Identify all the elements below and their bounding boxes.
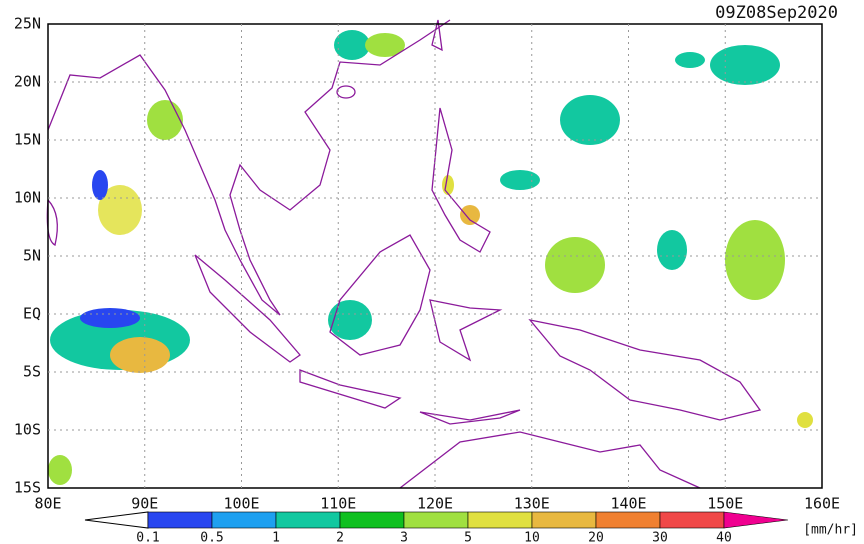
lat-label: 10N — [14, 189, 41, 207]
colorbar-box — [595, 511, 661, 529]
lon-label: 120E — [417, 495, 453, 513]
colorbar-box — [659, 511, 725, 529]
lat-label: 15S — [14, 479, 41, 497]
colorbar-arrow-high — [723, 511, 789, 529]
colorbar-box — [403, 511, 469, 529]
lon-label: 110E — [320, 495, 356, 513]
colorbar-box — [467, 511, 533, 529]
colorbar-label: 1 — [272, 531, 280, 544]
lon-label: 90E — [131, 495, 158, 513]
lon-label: 160E — [804, 495, 840, 513]
lon-label: 140E — [610, 495, 646, 513]
lat-label: 5N — [23, 247, 41, 265]
lat-label: EQ — [23, 305, 41, 323]
lon-label: 80E — [34, 495, 61, 513]
colorbar-box — [211, 511, 277, 529]
colorbar-box — [531, 511, 597, 529]
lon-label: 100E — [223, 495, 259, 513]
lon-label: 130E — [514, 495, 550, 513]
lon-label: 150E — [707, 495, 743, 513]
colorbar-label: 10 — [524, 531, 540, 544]
colorbar-label: 20 — [588, 531, 604, 544]
colorbar-label: 40 — [716, 531, 732, 544]
colorbar-box — [339, 511, 405, 529]
colorbar-label: 30 — [652, 531, 668, 544]
lat-label: 15N — [14, 131, 41, 149]
colorbar-label: 2 — [336, 531, 344, 544]
colorbar-label: 3 — [400, 531, 408, 544]
lat-label: 25N — [14, 15, 41, 33]
rain-patches — [48, 30, 813, 485]
lat-label: 5S — [23, 363, 41, 381]
colorbar-label: 0.5 — [200, 531, 223, 544]
lat-label: 20N — [14, 73, 41, 91]
colorbar-label: 0.1 — [136, 531, 159, 544]
colorbar-box — [147, 511, 213, 529]
lat-label: 10S — [14, 421, 41, 439]
colorbar-unit: [mm/hr] — [803, 523, 858, 538]
map-title: 09Z08Sep2020 — [715, 3, 838, 23]
colorbar-label: 5 — [464, 531, 472, 544]
colorbar-arrow-low — [84, 511, 149, 529]
coastlines — [46, 19, 762, 489]
colorbar-box — [275, 511, 341, 529]
